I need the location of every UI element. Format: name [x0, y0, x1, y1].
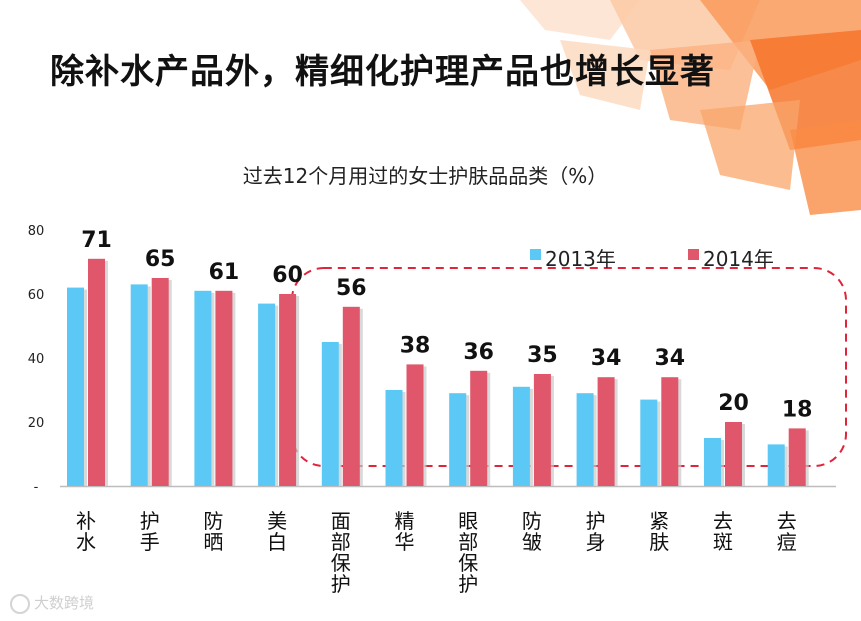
x-tick-label: 去痘 [777, 509, 797, 554]
data-label: 34 [654, 346, 685, 371]
y-tick-label: 60 [28, 288, 45, 303]
legend-swatch [530, 249, 541, 260]
bar-2014 [597, 377, 615, 486]
watermark: 大数跨境 [10, 592, 94, 614]
slide-title: 除补水产品外，精细化护理产品也增长显著 [50, 52, 715, 92]
bar-2014 [88, 258, 105, 486]
bar-2014 [151, 278, 169, 486]
x-tick-label: 防晒 [203, 509, 223, 554]
bar-2014 [215, 290, 233, 486]
bar-2014 [406, 364, 424, 486]
chart-title: 过去12个月用过的女士护肤品品类（%） [243, 164, 607, 188]
data-label: 36 [463, 340, 494, 365]
bar-2013 [67, 287, 84, 486]
bar-2013 [576, 393, 594, 486]
data-label: 56 [336, 276, 367, 301]
y-tick-label: - [34, 480, 39, 495]
y-tick-label: 80 [28, 224, 45, 239]
x-tick-label: 补水 [76, 509, 96, 554]
bar-2013 [130, 284, 148, 486]
x-tick-label: 去斑 [713, 509, 733, 554]
bar-2013 [321, 342, 339, 486]
data-label: 65 [145, 247, 176, 272]
bar-2014 [788, 428, 806, 486]
x-tick-label: 护手 [140, 509, 160, 554]
bar-2013 [194, 290, 212, 486]
data-label: 61 [209, 260, 240, 285]
bar-2014 [470, 370, 488, 486]
data-label: 18 [782, 397, 813, 422]
y-tick-label: 20 [28, 416, 45, 431]
y-tick-label: 40 [28, 352, 45, 367]
bar-2013 [385, 390, 403, 486]
bar-2014 [342, 306, 360, 486]
x-tick-label: 眼部保护 [458, 509, 478, 596]
watermark-text: 大数跨境 [34, 594, 95, 612]
highlight-box [290, 267, 847, 467]
bar-2013 [640, 399, 658, 486]
watermark-logo-icon [10, 593, 30, 614]
data-label: 35 [527, 343, 558, 368]
x-tick-label: 精华 [395, 509, 415, 554]
bar-2013 [767, 444, 785, 486]
x-tick-label: 防皱 [522, 509, 542, 554]
labels-group: 71 补水 65 护手 61 防晒 60 美白 56 面部保护 38 精华 36 眼部保护 35 防皱 34 护身… [76, 228, 813, 596]
bar-2013 [512, 386, 530, 486]
bar-2013 [704, 438, 721, 486]
bars-group [67, 258, 809, 486]
data-label: 60 [272, 263, 303, 288]
data-label: 20 [718, 391, 749, 416]
highlight-group [290, 267, 847, 467]
bar-2014 [725, 422, 742, 486]
legend-label: 2014年 [703, 247, 774, 271]
bar-2014 [533, 374, 551, 486]
x-tick-label: 美白 [267, 509, 287, 554]
bar-2013 [449, 393, 467, 486]
legend-swatch [688, 249, 699, 260]
legend-label: 2013年 [545, 247, 616, 271]
axis-group: - 20 40 60 80 [28, 224, 836, 495]
bar-2013 [258, 303, 276, 486]
data-label: 38 [400, 333, 431, 358]
x-tick-label: 护身 [586, 509, 606, 554]
bar-2014 [279, 294, 297, 486]
data-label: 71 [81, 228, 112, 253]
petal-shapes [520, 0, 861, 215]
data-label: 34 [591, 346, 622, 371]
bar-2014 [661, 377, 679, 486]
legend: 2013年 2014年 [530, 247, 774, 271]
x-tick-label: 紧肤 [649, 509, 669, 554]
x-tick-label: 面部保护 [331, 509, 351, 596]
